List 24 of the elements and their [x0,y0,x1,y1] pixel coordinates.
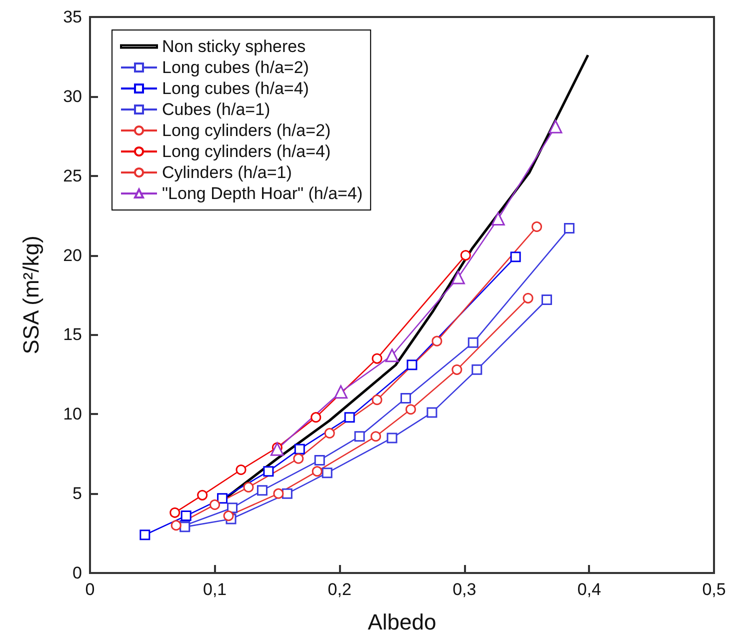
legend-label: Long cylinders (h/a=2) [162,121,331,140]
y-tick-label: 30 [63,86,82,106]
x-tick-label: 0,3 [452,580,476,599]
y-tick-label: 5 [72,484,82,504]
legend-label: "Long Depth Hoar" (h/a=4) [162,184,363,203]
x-tick-label: 0 [85,580,95,599]
y-tick-label: 25 [63,166,82,186]
legend-label: Non sticky spheres [162,37,306,56]
x-tick-label: 0,4 [577,580,602,599]
y-tick-label: 0 [72,564,82,582]
x-axis-title: Albedo [368,610,436,634]
x-tick-label: 0,5 [702,580,726,599]
x-tick-label: 0,2 [328,580,352,599]
legend-label: Cubes (h/a=1) [162,100,270,119]
y-axis-title: SSA (m²/kg) [18,236,44,354]
legend-label: Cylinders (h/a=1) [162,163,292,182]
x-tick-label: 0,1 [202,580,227,599]
y-tick-label: 15 [63,325,82,344]
legend-label: Long cylinders (h/a=4) [162,142,331,161]
y-tick-label: 10 [63,404,82,424]
legend-label: Long cubes (h/a=4) [162,79,309,98]
legend-label: Long cubes (h/a=2) [162,58,309,77]
y-tick-label: 35 [63,8,82,26]
y-tick-label: 20 [63,246,82,265]
